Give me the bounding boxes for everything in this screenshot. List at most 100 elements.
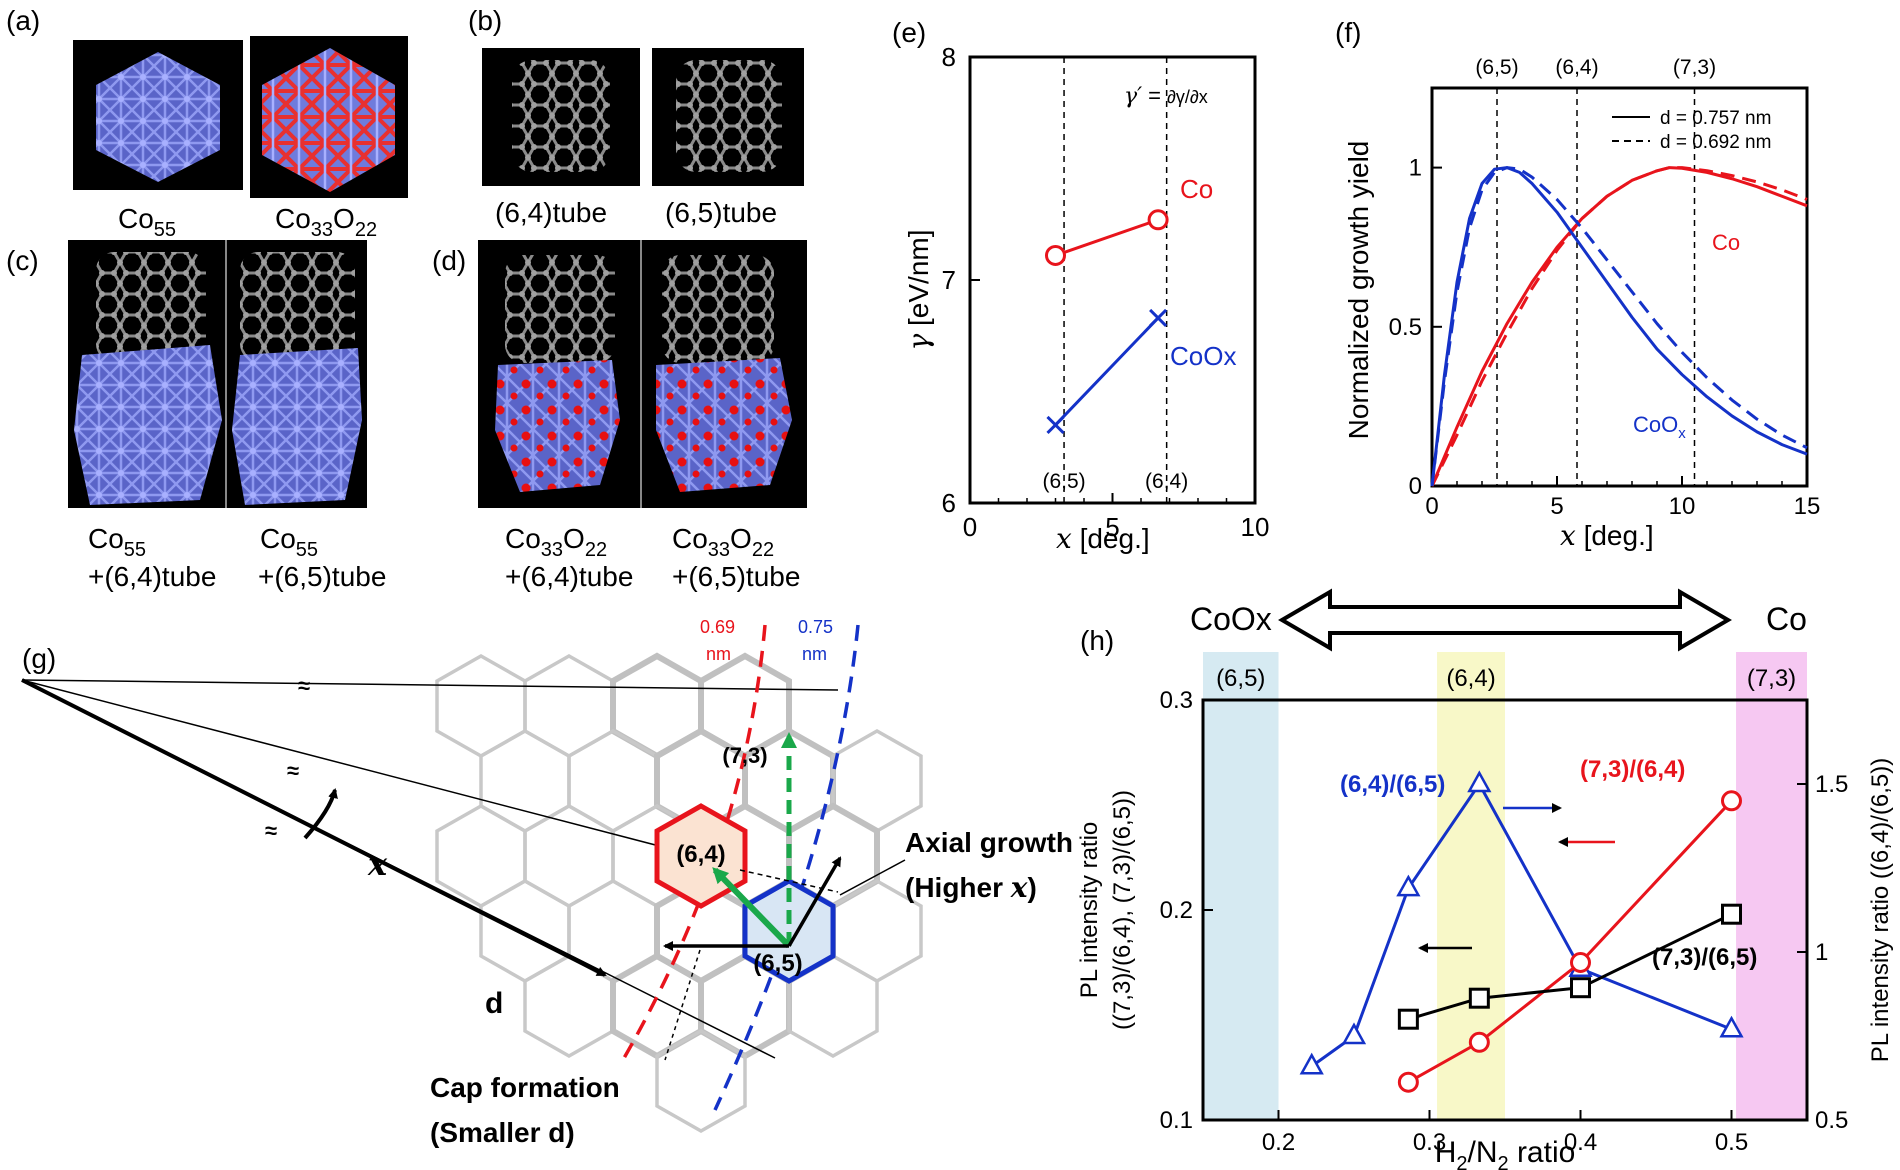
chart-h-ylabel-right: PL intensity ratio ((6,4)/(6,5)): [1867, 758, 1894, 1063]
panel-c: (c) Co55 +(6,4)tube Co55 +(6,5)tube: [6, 240, 386, 592]
panel-a-tag: (a): [6, 5, 40, 36]
chart-h-series-7-3-6-4-point: [1721, 790, 1742, 812]
header-co: Co: [1766, 601, 1807, 637]
chart-f-ytick-label: 0: [1409, 473, 1422, 500]
band-64: [1437, 652, 1505, 1120]
chart-h-ylabel-left-1: PL intensity ratio: [1076, 822, 1103, 999]
co55-65-tube: [240, 252, 355, 362]
chart-f-top-label: (7,3): [1673, 56, 1716, 79]
chart-h-xtick-label: 0.5: [1715, 1129, 1748, 1156]
panel-c-tag: (c): [6, 245, 39, 276]
chart-h-xtick-label: 0.4: [1564, 1129, 1597, 1156]
lattice-hexagon: [610, 952, 704, 1060]
co33o22-cluster-image: [262, 48, 395, 192]
chart-e-xtick-label: 0: [963, 512, 977, 542]
series-label-64-65: (6,4)/(6,5): [1340, 771, 1445, 798]
cap-formation-subtext: (Smaller d): [430, 1117, 575, 1148]
panel-f-tag: (f): [1335, 17, 1361, 48]
chart-e-series-coox: [1054, 316, 1160, 426]
chart-f-ytick-label: 0.5: [1389, 314, 1422, 341]
chart-h-ylabel-left-2: ((7,3)/(6,4), (7,3)/(6,5)): [1109, 790, 1136, 1030]
break-mark-3: ≈: [265, 818, 277, 843]
co33o22-caption: Co33O22: [275, 203, 377, 241]
coo-64-caption-2: +(6,4)tube: [505, 561, 633, 592]
coo-65-caption-1: Co33O22: [672, 523, 774, 561]
angle-x-label: x: [367, 845, 388, 883]
co55-65-cluster: [232, 348, 362, 505]
chart-h-series-6-4-6-5-point: [1467, 770, 1492, 793]
tube-65-caption: (6,5)tube: [665, 197, 777, 228]
co55-65-caption-1: Co55: [260, 523, 318, 561]
band-73: [1736, 652, 1807, 1120]
d-label: d: [485, 987, 503, 1020]
co55-caption: Co55: [118, 203, 176, 241]
chart-e-xtick-label: 5: [1105, 512, 1119, 542]
chart-h-series-7-3-6-5-point: [1570, 977, 1591, 999]
chart-h-ytick-left-label: 0.1: [1160, 1107, 1193, 1134]
panel-d-tag: (d): [432, 245, 466, 276]
panel-e-tag: (e): [892, 17, 926, 48]
hex-73-label: (7,3): [722, 743, 767, 768]
chart-f-xlabel: x [deg.]: [1560, 519, 1654, 552]
cap-formation-text: Cap formation: [430, 1072, 620, 1103]
panel-a: (a) Co55 Co33O22: [6, 5, 408, 241]
legend-dashed: d = 0.692 nm: [1660, 132, 1771, 153]
co55-64-tube: [96, 252, 206, 362]
blue-curve-unit: nm: [802, 644, 827, 664]
break-mark-1: ≈: [298, 673, 310, 698]
chart-e-xtick-label: 10: [1241, 512, 1270, 542]
tube-64-image: [512, 60, 610, 172]
band-label: (7,3): [1747, 665, 1796, 692]
chart-f-legend: d = 0.757 nm d = 0.692 nm: [1612, 108, 1771, 153]
header-coox: CoOx: [1190, 601, 1272, 637]
chart-f-series-co-d-0-757: [1430, 166, 1808, 487]
double-arrow: [1278, 588, 1732, 652]
chart-f-xtick-label: 10: [1669, 493, 1696, 520]
panel-b-tag: (b): [468, 5, 502, 36]
chart-h-xtick-label: 0.2: [1262, 1129, 1295, 1156]
lattice-hexagon: [479, 728, 571, 834]
chart-f-series-coox-d-0-692: [1430, 166, 1808, 487]
chart-h-xlabel: H2/N2 ratio: [1435, 1136, 1576, 1170]
red-diameter-curve: [618, 624, 767, 1066]
axial-growth-subtext: (Higher x): [905, 871, 1037, 904]
chart-f-label-co: Co: [1712, 230, 1740, 255]
chart-f-top-label: (6,5): [1475, 56, 1518, 79]
lattice-hexagon: [479, 878, 571, 984]
chart-e-ytick-label: 7: [942, 265, 956, 295]
chart-f-xtick-label: 5: [1550, 493, 1563, 520]
chart-h-series-6-4-6-5-point: [1719, 1015, 1744, 1038]
co55-64-caption-1: Co55: [88, 523, 146, 561]
chart-h-series-6-4-6-5-point: [1299, 1052, 1324, 1075]
hex-64-label: (6,4): [676, 841, 725, 868]
ray-middle: [21, 679, 691, 855]
chart-f-ytick-label: 1: [1409, 155, 1422, 182]
chart-e-vline-label: (6,5): [1042, 470, 1085, 493]
chart-f-top-label: (6,4): [1555, 56, 1598, 79]
series-label-73-65: (7,3)/(6,5): [1652, 944, 1757, 971]
chart-h-series-6-4-6-5: [1310, 781, 1733, 1068]
chart-h-series-7-3-6-5-point: [1397, 1008, 1419, 1030]
axial-growth-text: Axial growth: [905, 827, 1073, 858]
lattice-hexagon: [435, 653, 527, 759]
chart-e-ylabel: γ [eV/nm]: [902, 230, 935, 351]
chart-f-series-coox-d-0-757: [1430, 166, 1808, 487]
chart-h-ytick-right-label: 1.5: [1815, 771, 1848, 798]
chart-e-vline-label: (6,4): [1145, 470, 1188, 493]
band-65: [1203, 652, 1279, 1120]
red-curve-unit: nm: [706, 644, 731, 664]
co55-64-cluster: [74, 345, 222, 505]
chart-h-series-6-4-6-5-point: [1341, 1022, 1367, 1045]
chart-h-xtick-label: 0.3: [1413, 1129, 1446, 1156]
chart-f-ylabel: Normalized growth yield: [1343, 141, 1374, 440]
coo-65-caption-2: +(6,5)tube: [672, 561, 800, 592]
coo-65-tube: [662, 255, 774, 363]
legend-solid: d = 0.757 nm: [1660, 108, 1771, 129]
chart-e-point-co: [1045, 244, 1066, 266]
chart-h-series-6-4-6-5-point: [1396, 874, 1421, 897]
panel-b: (b) (6,4)tube (6,5)tube: [468, 5, 804, 228]
chart-f-frame: [1430, 86, 1809, 488]
coo-64-caption-1: Co33O22: [505, 523, 607, 561]
chart-h-ytick-right-label: 0.5: [1815, 1107, 1848, 1134]
